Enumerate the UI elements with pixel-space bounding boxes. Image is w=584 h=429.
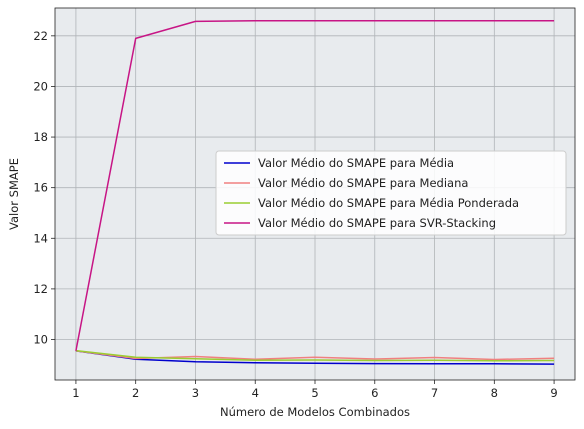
series-lines <box>75 19 555 365</box>
y-tick-label: 16 <box>33 181 48 195</box>
x-tick-label: 8 <box>491 386 498 400</box>
legend-label-1: Valor Médio do SMAPE para Média <box>258 156 454 170</box>
legend-label-4: Valor Médio do SMAPE para SVR-Stacking <box>258 216 496 230</box>
x-tick-label: 4 <box>252 386 259 400</box>
y-tick-label: 20 <box>33 79 48 93</box>
x-tick-label: 5 <box>311 386 318 400</box>
legend-label-3: Valor Médio do SMAPE para Média Ponderad… <box>258 196 519 210</box>
series-line-1 <box>75 350 555 365</box>
x-axis-label: Número de Modelos Combinados <box>220 405 410 419</box>
grid-lines <box>55 8 575 380</box>
y-tick-label: 22 <box>33 29 48 43</box>
x-tick-label: 6 <box>371 386 378 400</box>
x-tick-label: 1 <box>72 386 79 400</box>
y-tick-label: 10 <box>33 333 48 347</box>
series-line-3 <box>75 349 555 362</box>
legend-label-2: Valor Médio do SMAPE para Mediana <box>258 176 468 190</box>
legend-box <box>215 150 567 236</box>
x-tick-label: 3 <box>192 386 199 400</box>
y-tick-label: 18 <box>33 130 48 144</box>
x-tick-label: 2 <box>132 386 139 400</box>
x-tick-label: 7 <box>431 386 438 400</box>
legend: Valor Médio do SMAPE para Média Valor Méd… <box>215 150 567 236</box>
y-tick-label: 12 <box>33 282 48 296</box>
y-axis-label: Valor SMAPE <box>7 158 21 230</box>
y-tick-label: 14 <box>33 231 48 245</box>
x-tick-label: 9 <box>550 386 557 400</box>
series-line-4 <box>75 19 555 352</box>
